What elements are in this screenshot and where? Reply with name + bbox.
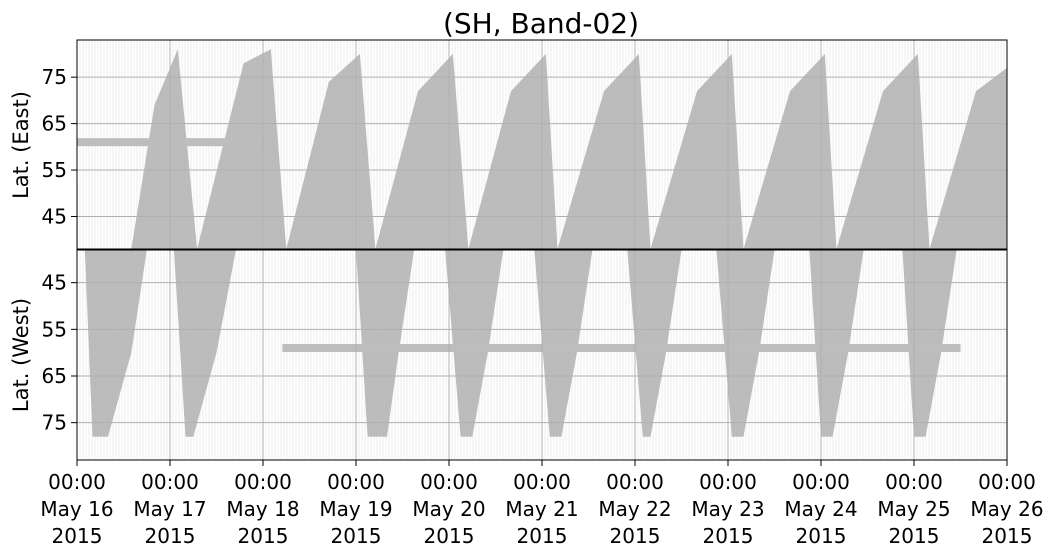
ytick-label: 65: [42, 112, 67, 136]
xtick-label: 00:00: [420, 470, 478, 494]
xtick-label: May 26: [970, 497, 1043, 521]
xtick-label: 2015: [703, 524, 754, 548]
xtick-label: 00:00: [234, 470, 292, 494]
xtick-label: 2015: [331, 524, 382, 548]
xtick-label: 2015: [424, 524, 475, 548]
xtick-label: May 24: [784, 497, 857, 521]
xtick-label: 2015: [982, 524, 1033, 548]
xticks: 00:00 May 16 2015 00:00 May 17 2015 00:00 May 1…: [40, 460, 1044, 548]
xtick-label: 2015: [610, 524, 661, 548]
xtick-label: 2015: [145, 524, 196, 548]
xtick-label: 2015: [889, 524, 940, 548]
xtick-label: 2015: [796, 524, 847, 548]
ytick-label: 75: [42, 411, 67, 435]
ylabel-east: Lat. (East): [9, 91, 33, 199]
xtick-label: 00:00: [606, 470, 664, 494]
ytick-label: 55: [42, 158, 67, 182]
ytick-label: 65: [42, 364, 67, 388]
xtick-label: 00:00: [792, 470, 850, 494]
xtick-label: 00:00: [48, 470, 106, 494]
xtick-label: 00:00: [141, 470, 199, 494]
grid-east: [76, 40, 1008, 249]
xtick-label: May 22: [598, 497, 671, 521]
ylabel-west: Lat. (West): [9, 298, 33, 412]
xtick-label: 2015: [238, 524, 289, 548]
xtick-label: May 21: [505, 497, 578, 521]
axes-frame-east: [76, 39, 1008, 250]
xtick-label: May 19: [319, 497, 392, 521]
ytick-label: 75: [42, 65, 67, 89]
xtick-label: May 25: [877, 497, 950, 521]
yticks-west: 45 55 65 75: [42, 271, 77, 435]
grid-west: [76, 250, 1008, 460]
xtick-label: May 16: [40, 497, 113, 521]
ytick-label: 45: [42, 271, 67, 295]
ytick-label: 45: [42, 204, 67, 228]
swath-lines-west: [77, 250, 1007, 460]
xtick-label: 00:00: [513, 470, 571, 494]
ytick-label: 55: [42, 317, 67, 341]
xtick-label: 00:00: [699, 470, 757, 494]
xtick-label: 2015: [52, 524, 103, 548]
xtick-label: 00:00: [327, 470, 385, 494]
xtick-label: 2015: [517, 524, 568, 548]
xtick-label: 00:00: [978, 470, 1036, 494]
xtick-label: 00:00: [885, 470, 943, 494]
chart-title: (SH, Band-02): [443, 7, 639, 40]
xtick-label: May 17: [133, 497, 206, 521]
xtick-label: May 23: [691, 497, 764, 521]
constant-band-west: [282, 344, 961, 352]
xtick-label: May 20: [412, 497, 485, 521]
xtick-label: May 18: [226, 497, 299, 521]
yticks-east: 45 55 65 75: [42, 65, 77, 228]
